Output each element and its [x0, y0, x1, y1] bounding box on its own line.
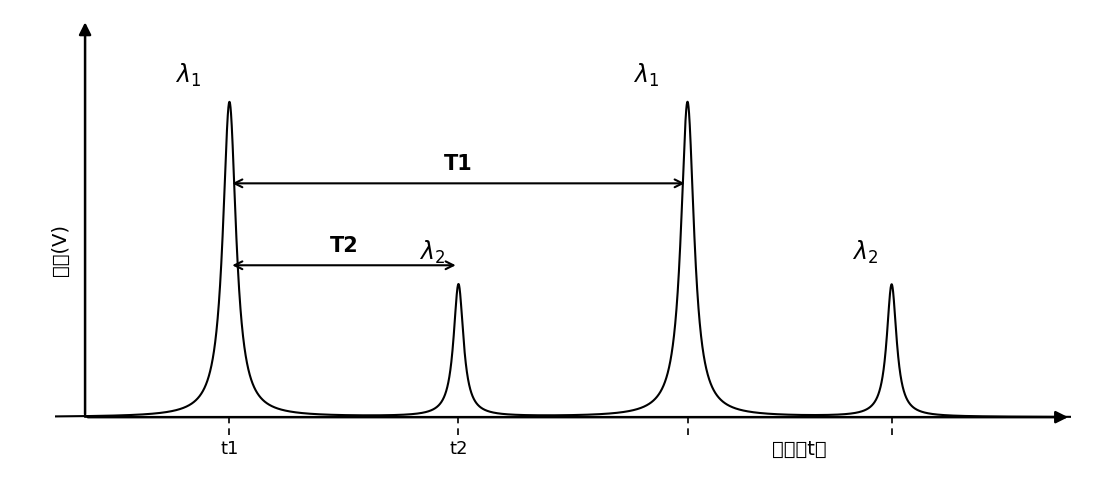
Text: t2: t2 — [449, 440, 468, 458]
Text: $\lambda_2$: $\lambda_2$ — [418, 239, 445, 266]
Text: $\lambda_1$: $\lambda_1$ — [633, 62, 659, 89]
Text: t1: t1 — [221, 440, 238, 458]
Text: T2: T2 — [330, 236, 359, 256]
Text: $\lambda_2$: $\lambda_2$ — [852, 239, 878, 266]
Text: $\lambda_1$: $\lambda_1$ — [174, 62, 201, 89]
Text: 时间（t）: 时间（t） — [772, 440, 827, 459]
Text: 电压(V): 电压(V) — [51, 224, 70, 276]
Text: T1: T1 — [444, 154, 473, 174]
